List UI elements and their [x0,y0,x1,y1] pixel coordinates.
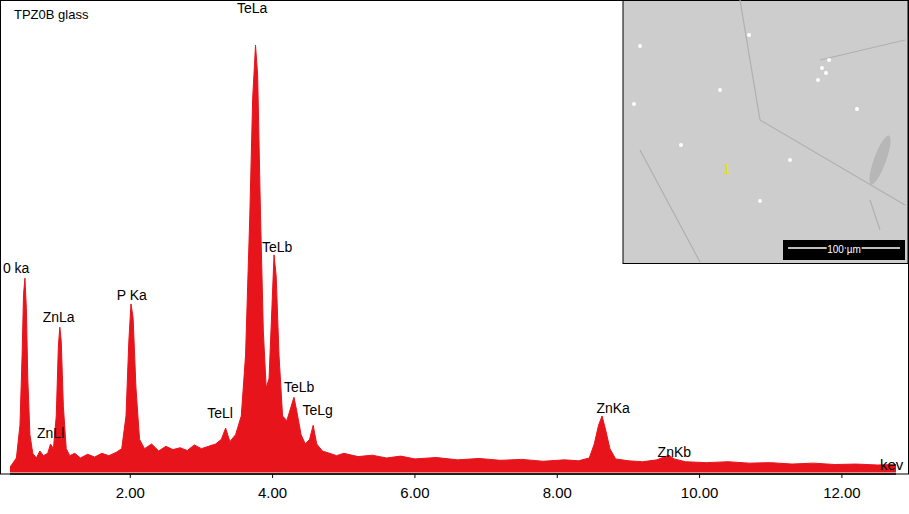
peak-label: ZnKb [658,444,692,460]
x-tick [414,474,415,478]
inset-speck [718,88,722,92]
inset-speck [827,58,831,62]
peak-label: TeLl [207,405,233,421]
x-tick [841,474,842,478]
inset-speck [855,107,859,111]
x-axis-label: kev [880,456,904,473]
chart: 2.00 4.00 6.00 8.00 10.00 12.00 kev TPZ0B glass… [0,0,909,514]
peak-label: 0 ka [3,260,30,276]
peak-label: TeLg [302,402,332,418]
inset-texture [740,0,760,120]
x-axis [10,473,896,475]
inset-speck [747,33,751,37]
inset-texture [820,40,905,60]
inset-speck [638,44,642,48]
inset-image [623,1,908,264]
x-tick [699,474,700,478]
x-tick-label: 6.00 [400,484,429,501]
inset-speck [820,66,824,70]
title: TPZ0B glass [14,7,89,22]
background [0,0,909,514]
peak-label: ZnLa [43,309,75,325]
peak-label: TeLa [237,0,268,16]
inset-speck [679,143,683,147]
inset-speck [758,199,762,203]
x-tick [557,474,558,478]
inset-speck [788,158,792,162]
sem-inset: 1 100 µm [623,0,908,264]
inset-texture [640,150,700,262]
frame [1,1,909,475]
x-tick-label: 4.00 [258,484,287,501]
peak-label: TeLb [284,379,315,395]
inset-texture [865,134,894,187]
peak-label: TeLb [262,239,293,255]
x-tick [130,474,131,478]
inset-texture [760,120,905,205]
inset-texture [870,200,880,230]
inset-speck [816,78,820,82]
x-tick [272,474,273,478]
x-tick-label: 2.00 [116,484,145,501]
peak-label: ZnLl [37,425,64,441]
peak-label: P Ka [117,287,147,303]
inset-point-label: 1 [723,161,731,177]
peak-label: ZnKa [596,400,630,416]
x-tick-label: 8.00 [543,484,572,501]
x-tick-label: 10.00 [681,484,719,501]
inset-speck [824,71,828,75]
scale-bar-label: 100 µm [827,244,861,255]
scale-bar-box [783,240,905,260]
inset-speck [632,102,636,106]
x-tick-label: 12.00 [823,484,861,501]
